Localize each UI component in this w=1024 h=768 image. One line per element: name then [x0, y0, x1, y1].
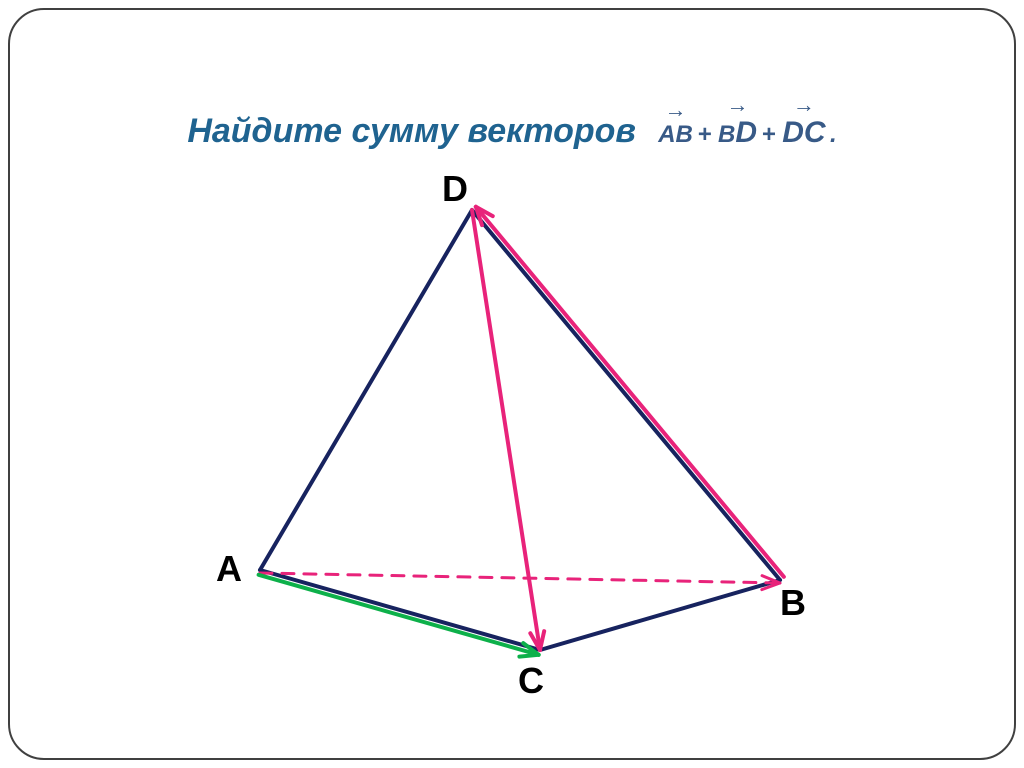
vector-dc-group: → DC	[782, 116, 825, 150]
vector-arrow-icon: →	[658, 99, 693, 121]
vector-bd-b: B	[718, 121, 735, 148]
vector-dc-label: DC	[782, 116, 825, 149]
tetrahedron-diagram	[180, 170, 860, 730]
title-main-text: Найдите сумму векторов	[187, 112, 636, 150]
vector-ab-label: AB	[658, 121, 693, 148]
vector-bd-d: D	[735, 116, 757, 149]
plus-1: +	[697, 121, 718, 148]
expression-period: .	[830, 121, 837, 148]
vertex-label-d: D	[442, 168, 468, 210]
vector-arrow-icon: →	[718, 94, 757, 116]
title-row: Найдите сумму векторов → AB + → BD + → D…	[0, 112, 1024, 151]
vertex-label-b: B	[780, 582, 806, 624]
vector-bd-group: → BD	[718, 116, 757, 150]
vertex-label-c: C	[518, 660, 544, 702]
vector-ab-group: → AB	[658, 121, 693, 149]
vector-arrow-icon: →	[782, 94, 825, 116]
vertex-label-a: A	[216, 548, 242, 590]
plus-2: +	[762, 121, 783, 148]
title-gap	[640, 129, 653, 146]
